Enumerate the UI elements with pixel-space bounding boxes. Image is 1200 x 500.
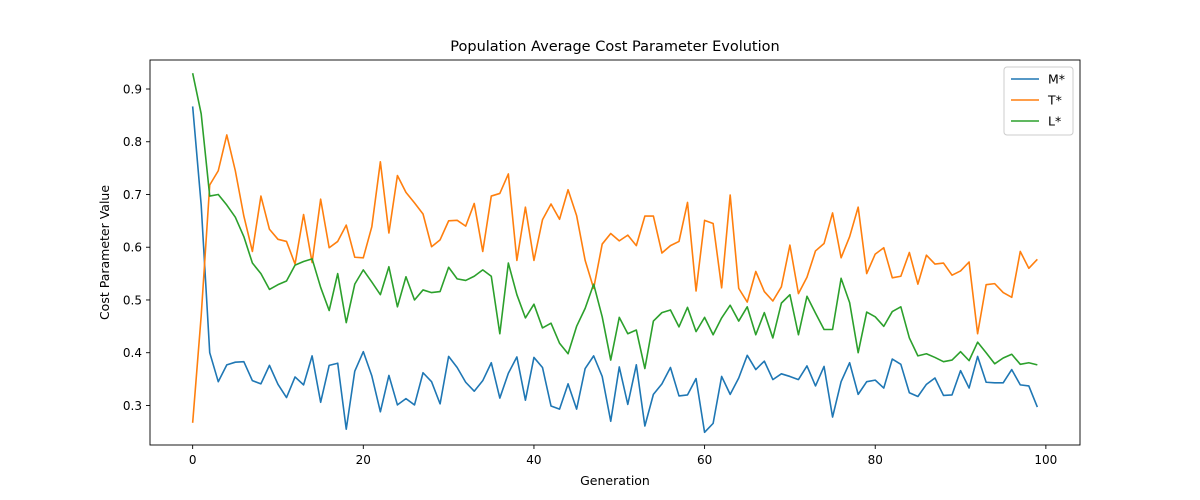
plot-area: [191, 73, 1039, 434]
y-tick-label: 0.5: [123, 293, 142, 307]
y-tick-label: 0.8: [123, 135, 142, 149]
y-tick-label: 0.6: [123, 241, 142, 255]
y-axis-label: Cost Parameter Value: [97, 185, 112, 320]
x-tick-label: 60: [697, 453, 712, 467]
x-axis: 0 20 40 60 80 100: [189, 445, 1057, 467]
chart-title: Population Average Cost Parameter Evolut…: [450, 39, 779, 55]
y-tick-label: 0.9: [123, 83, 142, 97]
x-tick-label: 40: [526, 453, 541, 467]
y-axis: 0.3 0.4 0.5 0.6 0.7 0.8 0.9: [123, 83, 150, 413]
x-axis-label: Generation: [580, 473, 650, 488]
y-tick-label: 0.3: [123, 399, 142, 413]
series-line-3: [191, 73, 1038, 370]
y-tick-label: 0.7: [123, 188, 142, 202]
x-tick-label: 80: [868, 453, 883, 467]
series-line-1: [191, 106, 1039, 434]
x-tick-label: 20: [356, 453, 371, 467]
legend-box: [1003, 66, 1074, 136]
legend-label: T*: [1047, 93, 1062, 108]
x-tick-label: 100: [1034, 453, 1057, 467]
legend-label: M*: [1048, 72, 1065, 87]
axes-frame: [149, 59, 1081, 446]
series-line-2: [191, 134, 1038, 423]
legend: M* T* L*: [1003, 66, 1074, 136]
x-tick-label: 0: [189, 453, 197, 467]
y-tick-label: 0.4: [123, 346, 142, 360]
legend-label: L*: [1048, 114, 1061, 129]
